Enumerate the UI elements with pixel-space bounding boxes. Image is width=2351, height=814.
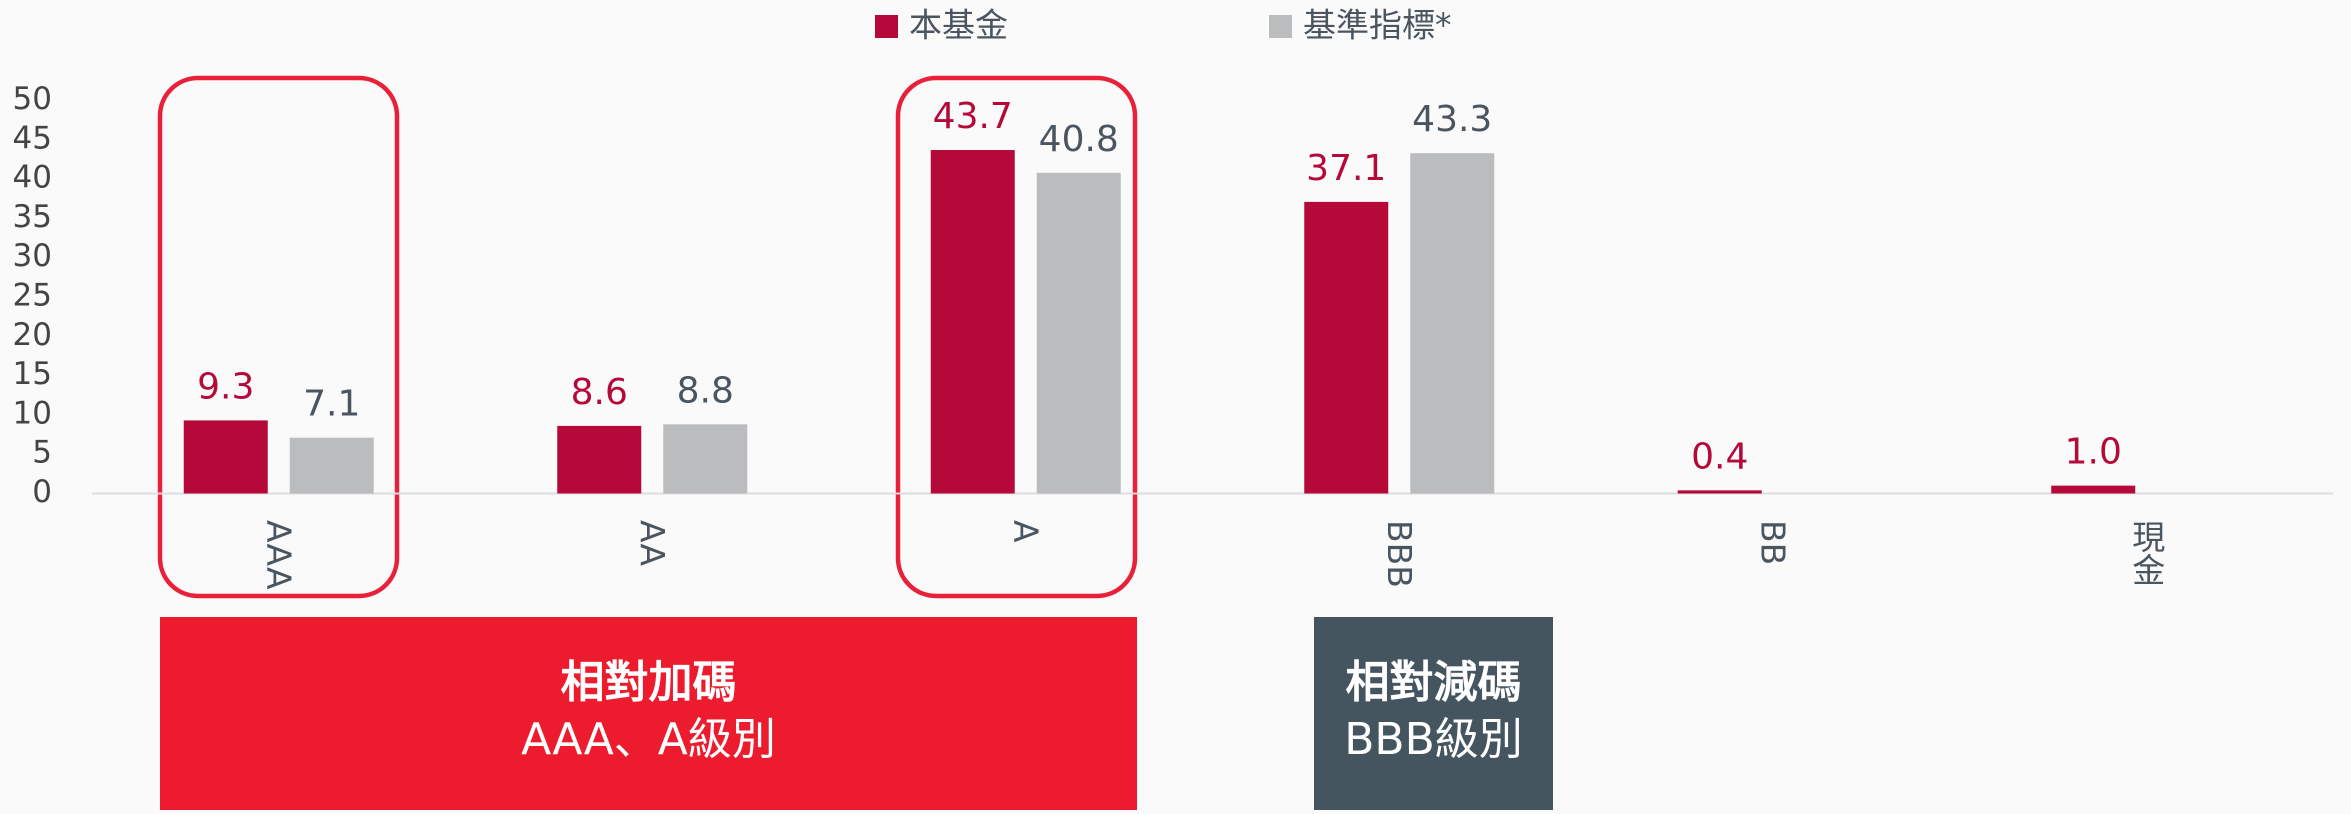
- y-tick-label: 30: [13, 238, 52, 274]
- y-tick-label: 20: [13, 317, 52, 353]
- x-tick-label: A: [1006, 520, 1045, 543]
- bar: [663, 424, 748, 494]
- highlight-box: [157, 75, 400, 599]
- value-label: 43.3: [1412, 99, 1492, 140]
- x-tick-label: BB: [1753, 520, 1792, 565]
- annotation-text: BBB級別: [1344, 714, 1523, 765]
- bar: [289, 437, 374, 494]
- x-tick-label: AA: [633, 520, 672, 566]
- legend-label: 本基金: [909, 6, 1008, 45]
- bar: [557, 425, 642, 494]
- annotation-text: 相對加碼: [561, 657, 737, 708]
- x-tick-label: 現金: [2127, 520, 2166, 586]
- value-label: 1.0: [2065, 432, 2122, 473]
- x-tick-label: AAA: [259, 520, 298, 590]
- y-tick-label: 10: [13, 395, 52, 431]
- legend-label: 基準指標*: [1303, 6, 1452, 45]
- bar: [1036, 172, 1121, 494]
- highlight-box: [895, 75, 1138, 599]
- y-tick-label: 0: [32, 474, 52, 510]
- legend-swatch: [1269, 15, 1292, 38]
- value-label: 0.4: [1691, 436, 1748, 477]
- legend-swatch: [875, 15, 898, 38]
- y-tick-label: 25: [13, 278, 52, 314]
- bar: [1677, 490, 1762, 494]
- value-label: 8.8: [677, 370, 734, 411]
- y-tick-label: 35: [13, 199, 52, 235]
- value-label: 8.6: [571, 372, 628, 413]
- x-tick-label: BBB: [1380, 520, 1419, 588]
- annotation-box: [1314, 617, 1553, 810]
- y-tick-label: 40: [13, 160, 52, 196]
- y-tick-label: 5: [32, 435, 52, 471]
- bar: [930, 150, 1015, 494]
- value-label: 9.3: [197, 366, 254, 407]
- bar: [183, 420, 268, 494]
- y-tick-label: 15: [13, 356, 52, 392]
- bar: [1304, 201, 1389, 494]
- annotation-box: [160, 617, 1137, 810]
- y-tick-label: 50: [13, 81, 52, 117]
- value-label: 37.1: [1306, 148, 1386, 189]
- annotation-text: AAA、A級別: [521, 714, 776, 765]
- annotation-text: 相對減碼: [1346, 657, 1522, 708]
- value-label: 7.1: [303, 384, 360, 425]
- bar: [2051, 485, 2136, 494]
- value-label: 40.8: [1039, 119, 1119, 160]
- bar: [1410, 153, 1495, 494]
- y-tick-label: 45: [13, 120, 52, 156]
- value-label: 43.7: [933, 96, 1013, 137]
